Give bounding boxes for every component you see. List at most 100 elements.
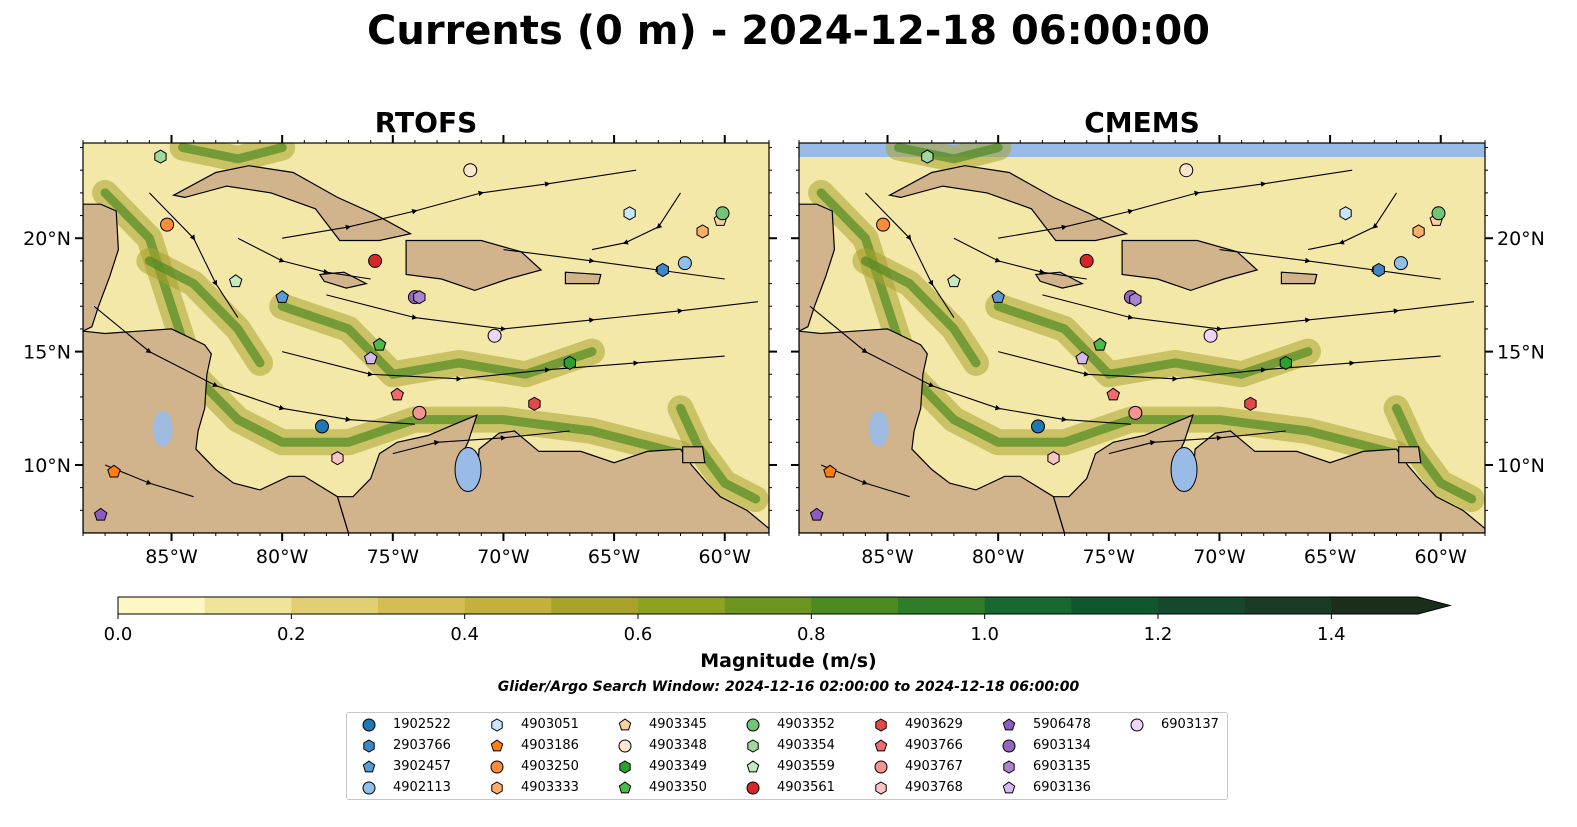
lat-tick-label: 15°N xyxy=(23,342,71,364)
legend-marker xyxy=(746,760,760,773)
legend-marker xyxy=(1002,781,1016,794)
streamline xyxy=(1307,192,1397,251)
lon-tick-label: 65°W xyxy=(588,546,641,568)
land-puertorico xyxy=(1280,271,1318,285)
legend-label: 4903349 xyxy=(649,759,707,774)
legend-marker-icon xyxy=(491,781,503,795)
land-jamaica xyxy=(318,271,369,289)
legend-label: 4902113 xyxy=(393,780,451,795)
colorbar-bin xyxy=(118,597,206,614)
streamline xyxy=(809,305,1131,425)
lat-tick-label: 20°N xyxy=(23,228,71,250)
legend-label: 4903348 xyxy=(649,738,707,753)
float-6903136 xyxy=(1075,351,1089,365)
streamline xyxy=(237,237,371,280)
float-6903136 xyxy=(363,351,378,365)
float-1902522 xyxy=(314,419,329,434)
float-4903629 xyxy=(1244,396,1257,411)
panel-title-cmems: CMEMS xyxy=(1084,106,1200,139)
legend-marker-icon xyxy=(1003,760,1015,774)
float-4903348 xyxy=(1179,163,1194,178)
legend-marker xyxy=(1002,739,1016,753)
land-belize xyxy=(83,203,120,332)
streamline xyxy=(998,351,1441,382)
float-4902113 xyxy=(677,256,692,271)
lon-tick-label: 80°W xyxy=(972,546,1025,568)
float-4903352 xyxy=(1431,206,1446,221)
colorbar-tick-label: 0.8 xyxy=(797,624,826,645)
legend-label: 4903350 xyxy=(649,780,707,795)
colorbar: 0.0 0.2 0.4 0.6 0.8 1.0 1.2 1.4 xyxy=(104,596,1452,645)
legend-marker-icon xyxy=(362,760,376,773)
legend-label: 6903135 xyxy=(1033,759,1091,774)
colorbar-tick-label: 0.2 xyxy=(277,624,306,645)
streamline xyxy=(93,305,415,425)
legend-label: 4903766 xyxy=(905,738,963,753)
legend-marker xyxy=(363,739,375,753)
streamline xyxy=(326,294,758,332)
lon-tick-label: 75°W xyxy=(1083,546,1136,568)
map-panel-rtofs: 85°W 80°W 75°W 70°W 65°W 60°W 10°N 15°N 20°N xyxy=(23,135,777,568)
float-4903354 xyxy=(154,149,167,164)
legend-marker xyxy=(618,739,632,753)
float-3902457 xyxy=(275,290,289,303)
float-4903629 xyxy=(528,396,541,411)
legend-label: 1902522 xyxy=(393,717,451,732)
legend-marker xyxy=(874,760,888,774)
float-4903354 xyxy=(921,149,934,164)
legend-marker-icon xyxy=(491,718,503,732)
legend-marker xyxy=(1003,760,1015,774)
legend-marker xyxy=(491,781,503,795)
map-frame xyxy=(798,142,1486,534)
legend-marker xyxy=(362,718,376,732)
float-4902113 xyxy=(1393,256,1408,271)
map-frame xyxy=(82,142,770,534)
legend-marker-icon xyxy=(746,718,760,732)
legend-marker xyxy=(362,781,376,795)
current-speed-core xyxy=(144,256,265,368)
lat-tick-label: 15°N xyxy=(1497,342,1545,364)
colorbar-bin xyxy=(464,597,552,614)
colorbar-bin xyxy=(291,597,379,614)
legend-label: 6903137 xyxy=(1161,717,1219,732)
land-puertorico xyxy=(564,271,602,285)
legend-marker xyxy=(874,739,888,752)
legend-label: 5906478 xyxy=(1033,717,1091,732)
legend-marker xyxy=(1002,718,1016,731)
float-2903766 xyxy=(1372,262,1385,278)
legend-label: 6903136 xyxy=(1033,780,1091,795)
colorbar-tick-label: 0.0 xyxy=(104,624,133,645)
lake-maracaibo xyxy=(454,447,482,493)
colorbar-bin xyxy=(811,597,899,614)
streamline xyxy=(591,192,681,251)
legend-marker-icon xyxy=(874,760,888,774)
legend-label: 4903352 xyxy=(777,717,835,732)
lon-tick-label: 65°W xyxy=(1304,546,1357,568)
float-4903766 xyxy=(390,387,404,401)
main-title: Currents (0 m) - 2024-12-18 06:00:00 xyxy=(367,8,1210,54)
search-window-caption: Glider/Argo Search Window: 2024-12-16 02… xyxy=(497,679,1080,695)
streamline xyxy=(998,169,1353,239)
lon-tick-label: 75°W xyxy=(367,546,420,568)
lat-tick-label: 20°N xyxy=(1497,228,1545,250)
colorbar-bin xyxy=(551,597,639,614)
float-4903350 xyxy=(1093,337,1107,351)
legend-marker-icon xyxy=(747,739,759,753)
lake-nicaragua xyxy=(868,410,889,447)
colorbar-bin xyxy=(1331,597,1419,614)
colorbar-bin xyxy=(1244,597,1332,614)
figure-canvas: 85°W 80°W 75°W 70°W 65°W 60°W 10°N 15°N 20°N 85°… xyxy=(23,135,1545,645)
lat-tick-label: 10°N xyxy=(1497,455,1545,477)
float-4903051 xyxy=(1339,206,1352,221)
float-4903559 xyxy=(228,274,243,288)
current-speed-core xyxy=(894,143,1003,164)
legend-marker-icon xyxy=(490,760,504,774)
colorbar-bin xyxy=(1071,597,1159,614)
streamline xyxy=(1042,294,1474,332)
legend-label: 4903561 xyxy=(777,780,835,795)
colorbar-bin xyxy=(638,597,726,614)
float-4903768 xyxy=(331,451,344,466)
legend-marker-icon xyxy=(875,781,887,795)
legend-label: 4903559 xyxy=(777,759,835,774)
streamline xyxy=(503,249,725,280)
